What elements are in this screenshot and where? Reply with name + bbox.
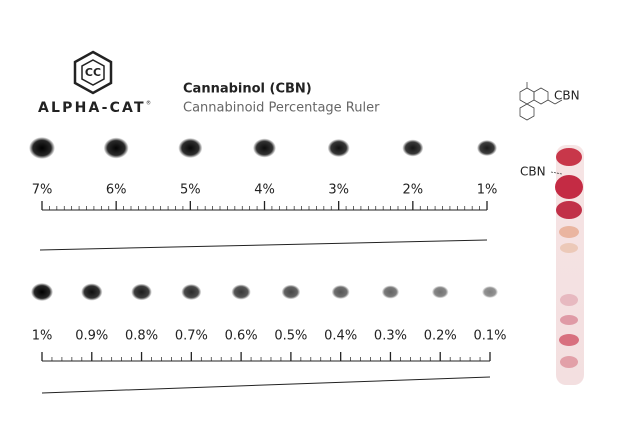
ruler-label: 0.7%	[175, 329, 208, 344]
sample-spot	[381, 285, 400, 299]
ruler-label: 1%	[477, 183, 498, 198]
ruler-label: 0.3%	[374, 329, 407, 344]
sample-spot	[131, 283, 152, 301]
logo-name: ALPHA-CAT	[38, 100, 146, 116]
logo-mark: ®	[146, 100, 151, 107]
strip-arrow	[550, 171, 563, 175]
sample-spot	[331, 285, 350, 299]
sample-spot	[253, 138, 276, 158]
sample-spot	[31, 283, 53, 301]
ruler-label: 0.8%	[125, 329, 158, 344]
ruler-label: 0.2%	[424, 329, 457, 344]
logo-icon: CC	[73, 50, 113, 95]
sample-spot	[281, 284, 301, 300]
sample-spot	[231, 284, 251, 300]
ruler-label: 5%	[180, 183, 201, 198]
ruler-label: 0.4%	[324, 329, 357, 344]
subtitle: Cannabinoid Percentage Ruler	[183, 101, 380, 116]
sample-spot	[327, 139, 350, 157]
sample-spot	[103, 137, 129, 159]
sample-spot	[29, 137, 55, 159]
strip-label: CBN	[520, 165, 546, 179]
ruler-label: 0.6%	[225, 329, 258, 344]
ruler-label: 2%	[403, 183, 424, 198]
sample-spot	[402, 139, 424, 157]
molecule-label: CBN	[554, 89, 580, 103]
ruler-label: 7%	[32, 183, 53, 198]
ruler-label: 3%	[328, 183, 349, 198]
ruler-label: 6%	[106, 183, 127, 198]
sample-spot	[178, 138, 203, 158]
baseline	[41, 376, 491, 394]
sample-spot	[181, 284, 202, 300]
sample-spot	[81, 283, 103, 301]
ruler-label: 0.1%	[473, 329, 506, 344]
sample-spot	[477, 140, 497, 156]
svg-text:CC: CC	[85, 66, 101, 79]
baseline	[39, 239, 488, 251]
ruler-label: 0.5%	[274, 329, 307, 344]
title: Cannabinol (CBN)	[183, 82, 312, 97]
ruler-label: 1%	[32, 329, 53, 344]
molecule-icon	[519, 82, 563, 121]
ruler-label: 4%	[254, 183, 275, 198]
ruler-label: 0.9%	[75, 329, 108, 344]
strip-spots	[555, 148, 583, 368]
sample-spot	[431, 285, 449, 299]
sample-spot	[482, 286, 498, 298]
